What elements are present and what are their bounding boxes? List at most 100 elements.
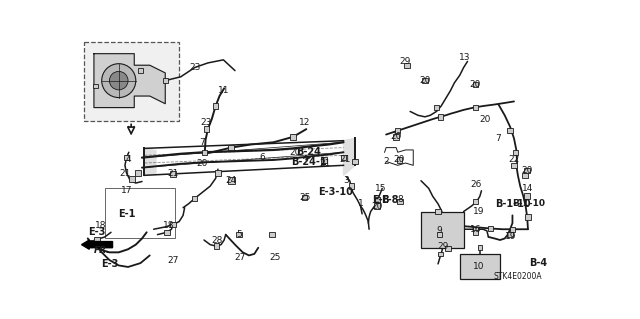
Text: E-3: E-3 xyxy=(100,259,118,269)
Bar xyxy=(472,105,478,110)
Bar xyxy=(488,226,493,231)
Text: 17: 17 xyxy=(121,186,132,195)
Text: 18: 18 xyxy=(95,221,107,230)
Bar xyxy=(422,78,428,83)
Bar xyxy=(163,78,168,83)
Bar xyxy=(472,82,478,87)
Text: 25: 25 xyxy=(269,253,281,262)
Text: 20: 20 xyxy=(371,202,383,211)
Text: 19: 19 xyxy=(505,233,516,241)
Text: B-24-1: B-24-1 xyxy=(291,157,326,167)
Text: 20: 20 xyxy=(479,115,491,124)
Text: 20: 20 xyxy=(290,148,301,157)
Bar xyxy=(202,150,207,155)
Bar xyxy=(508,128,513,133)
Bar xyxy=(421,211,463,249)
Text: E-1: E-1 xyxy=(118,209,135,219)
Text: 20: 20 xyxy=(390,132,402,141)
Bar xyxy=(477,245,482,250)
Bar xyxy=(93,84,98,88)
Text: E-3-10: E-3-10 xyxy=(318,187,353,197)
Text: 20: 20 xyxy=(522,166,533,175)
Bar xyxy=(437,232,442,237)
Bar xyxy=(236,232,241,237)
Bar xyxy=(511,163,516,168)
Bar xyxy=(105,189,175,239)
Bar xyxy=(215,170,221,176)
Text: 24: 24 xyxy=(225,176,237,185)
Text: E-8: E-8 xyxy=(372,195,390,205)
Text: 1: 1 xyxy=(358,199,364,208)
Bar xyxy=(124,155,129,160)
Text: E-8: E-8 xyxy=(381,195,398,205)
Text: 20: 20 xyxy=(196,159,207,168)
Bar xyxy=(213,103,218,109)
Text: B-24: B-24 xyxy=(296,147,321,157)
Text: 14: 14 xyxy=(522,184,534,193)
Text: 20: 20 xyxy=(394,155,405,164)
Text: 15: 15 xyxy=(375,184,387,193)
Bar xyxy=(269,232,275,237)
Bar xyxy=(291,134,296,139)
Text: 16: 16 xyxy=(470,225,481,234)
Text: 11: 11 xyxy=(218,86,229,95)
Text: 29: 29 xyxy=(400,57,411,66)
Bar xyxy=(228,177,235,184)
Text: 26: 26 xyxy=(470,180,482,189)
Polygon shape xyxy=(94,54,165,108)
Bar xyxy=(524,168,530,174)
Bar xyxy=(321,157,327,163)
Text: 9: 9 xyxy=(436,226,442,235)
Bar xyxy=(204,126,209,132)
Bar xyxy=(397,157,402,163)
Bar xyxy=(375,197,380,203)
Bar xyxy=(192,196,197,201)
Text: 18: 18 xyxy=(163,221,175,230)
Text: 27: 27 xyxy=(167,256,179,264)
Bar xyxy=(94,237,100,243)
Bar xyxy=(349,183,354,189)
Text: B-4: B-4 xyxy=(529,258,547,268)
Text: FR.: FR. xyxy=(93,246,110,255)
Text: 21: 21 xyxy=(119,168,131,178)
Bar xyxy=(472,199,478,204)
Bar xyxy=(228,145,234,150)
Text: 3: 3 xyxy=(344,176,349,185)
Bar xyxy=(472,226,478,232)
Bar xyxy=(164,230,170,235)
Bar xyxy=(353,159,358,164)
Text: 22: 22 xyxy=(508,155,520,164)
Bar xyxy=(525,214,531,219)
Bar xyxy=(513,150,518,155)
Bar xyxy=(508,232,513,237)
Text: B-1-10: B-1-10 xyxy=(495,199,531,209)
Bar xyxy=(129,176,134,182)
Bar xyxy=(509,226,515,232)
Text: 25: 25 xyxy=(299,193,310,202)
Bar xyxy=(170,222,176,227)
Text: 7: 7 xyxy=(495,134,501,143)
Circle shape xyxy=(102,64,136,98)
Bar xyxy=(394,134,399,139)
Text: 27: 27 xyxy=(234,253,245,262)
Text: 12: 12 xyxy=(299,118,310,128)
Text: 2: 2 xyxy=(383,157,389,166)
Text: 23: 23 xyxy=(189,63,200,72)
Bar xyxy=(397,199,403,204)
Bar xyxy=(404,63,410,68)
Text: 19: 19 xyxy=(474,207,485,216)
Text: 6: 6 xyxy=(259,153,265,162)
Bar xyxy=(435,209,441,214)
Text: 21: 21 xyxy=(319,159,331,167)
Text: 7: 7 xyxy=(199,138,205,147)
Bar xyxy=(340,155,346,160)
Text: 21: 21 xyxy=(339,155,351,164)
Bar xyxy=(84,42,179,122)
Text: 8: 8 xyxy=(397,196,403,204)
Text: 10: 10 xyxy=(474,263,485,271)
Bar xyxy=(438,114,443,120)
Bar xyxy=(472,230,478,235)
Text: 5: 5 xyxy=(236,230,242,239)
Bar xyxy=(374,204,380,209)
Polygon shape xyxy=(145,148,156,175)
